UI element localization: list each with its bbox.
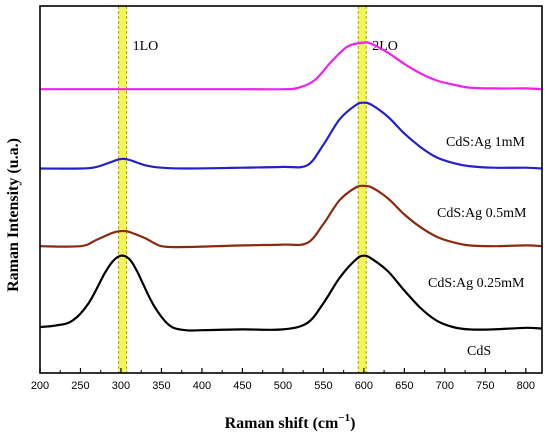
x-tick-label: 400 xyxy=(193,380,211,392)
band-1lo xyxy=(118,6,127,373)
x-axis-ticks: 200 250 300 350 400 450 500 550 600 650 700 750 800 xyxy=(31,368,535,392)
series-labels: CdS CdS:Ag 0.25mM CdS:Ag 0.5mM CdS:Ag 1mM xyxy=(428,135,527,359)
y-axis-label: Raman Intensity (u.a.) xyxy=(5,138,22,292)
band-2lo xyxy=(358,6,367,373)
series-line-3 xyxy=(40,41,543,91)
x-tick-label: 450 xyxy=(233,380,251,392)
series-label-2: CdS:Ag 0.5mM xyxy=(437,206,527,221)
band-label: 1LO xyxy=(133,39,159,54)
x-tick-label: 650 xyxy=(395,380,413,392)
series-label-0: CdS xyxy=(467,344,491,359)
x-tick-label: 250 xyxy=(71,380,89,392)
series-label-1: CdS:Ag 0.25mM xyxy=(428,276,525,291)
series-line-0 xyxy=(39,254,543,332)
x-tick-label: 350 xyxy=(152,380,170,392)
x-tick-label: 500 xyxy=(274,380,292,392)
series-line-2 xyxy=(39,101,543,170)
x-tick-label: 600 xyxy=(355,380,373,392)
x-tick-label: 800 xyxy=(517,380,535,392)
series-layer xyxy=(39,41,543,332)
x-tick-label: 200 xyxy=(31,380,49,392)
x-axis-label: Raman shift (cm−1) xyxy=(225,412,356,432)
x-tick-label: 750 xyxy=(476,380,494,392)
x-tick-label: 300 xyxy=(112,380,130,392)
band-label: 2LO xyxy=(372,39,398,54)
series-line-1 xyxy=(39,184,543,249)
x-tick-label: 700 xyxy=(436,380,454,392)
lo-band-layer: 1LO 2LO xyxy=(118,6,398,373)
series-label-3: CdS:Ag 1mM xyxy=(446,135,526,150)
plot-frame xyxy=(39,5,543,374)
x-tick-label: 550 xyxy=(314,380,332,392)
